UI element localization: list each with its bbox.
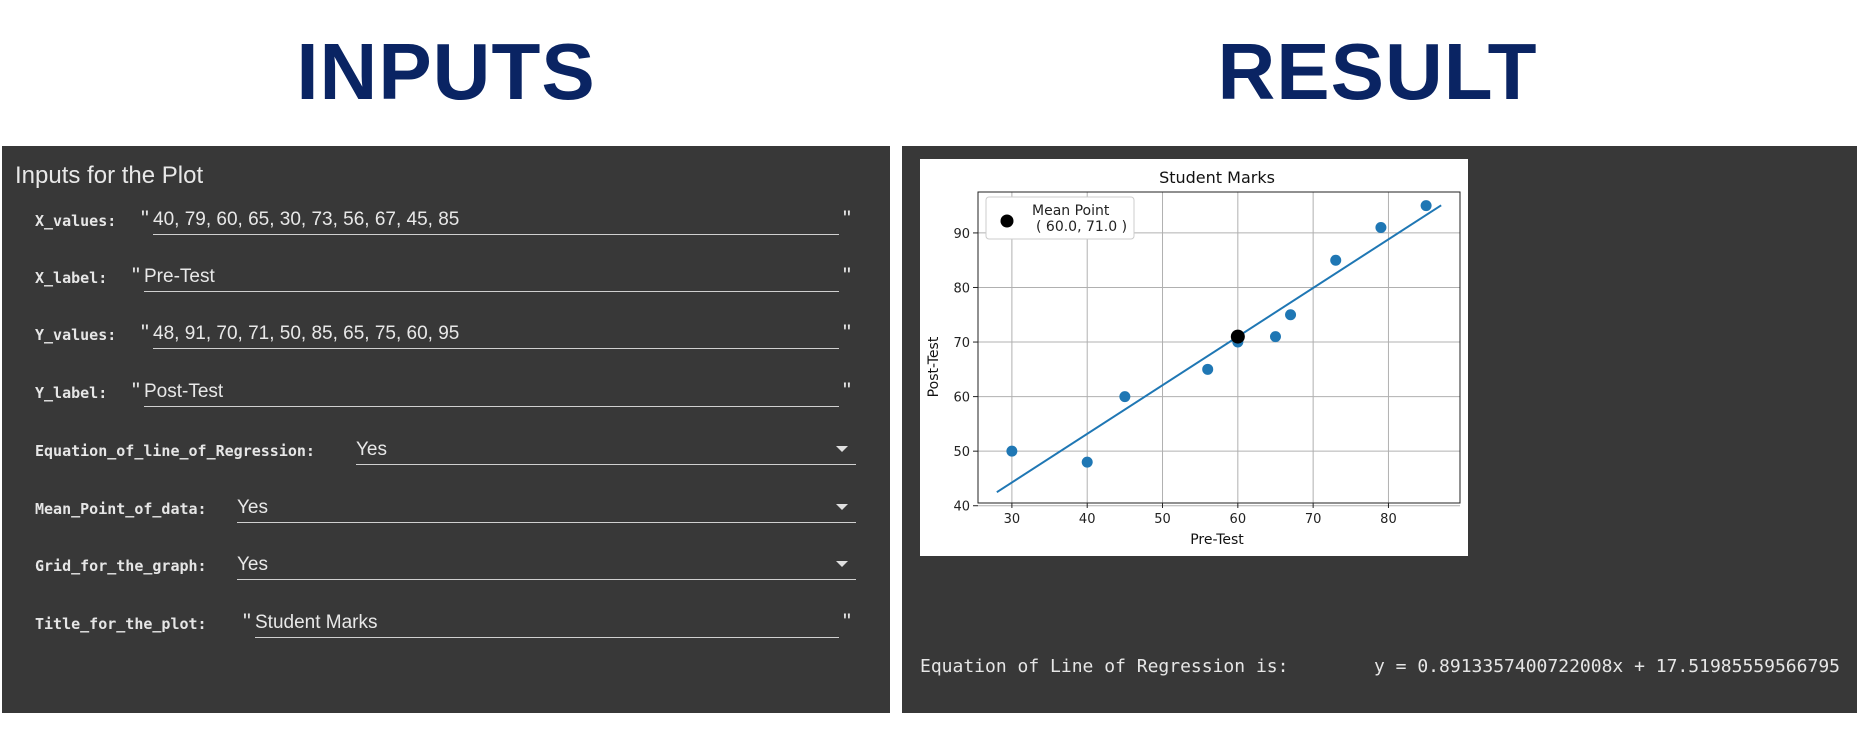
grid-select[interactable]: Yes [237, 551, 856, 580]
y-label-label: Y_label: [35, 384, 108, 402]
scatter-plot: 30 40 50 60 70 80 40 50 60 70 80 90 Mean Point ( 60… [926, 168, 1461, 548]
close-quote: " [843, 320, 851, 345]
y-tick-label: 40 [953, 500, 970, 515]
grid-row: Grid_for_the_graph: Yes [2, 549, 890, 589]
data-point [1202, 363, 1214, 375]
equation-label: Equation_of_line_of_Regression: [35, 442, 315, 460]
data-point [1375, 221, 1387, 233]
open-quote: " [132, 378, 140, 403]
y-tick-label: 70 [953, 336, 970, 351]
x-values-label: X_values: [35, 212, 117, 230]
close-quote: " [843, 263, 851, 288]
y-values-label: Y_values: [35, 326, 117, 344]
data-points [1006, 200, 1432, 468]
x-tick-label: 80 [1380, 512, 1397, 527]
axes-frame [977, 191, 1461, 504]
chevron-down-icon[interactable] [836, 446, 848, 452]
open-quote: " [132, 263, 140, 288]
title-label: Title_for_the_plot: [35, 615, 207, 633]
equation-prefix: Equation of Line of Regression is: [920, 656, 1289, 677]
x-tick-label: 30 [1004, 512, 1021, 527]
y-values-input[interactable]: 48, 91, 70, 71, 50, 85, 65, 75, 60, 95 [153, 320, 839, 349]
close-quote: " [843, 609, 851, 634]
mean-point-row: Mean_Point_of_data: Yes [2, 492, 890, 532]
data-point [1285, 309, 1297, 321]
y-tick-label: 50 [953, 445, 970, 460]
x-tick-label: 70 [1305, 512, 1322, 527]
data-point [1119, 391, 1131, 403]
open-quote: " [141, 206, 149, 231]
x-label-label: X_label: [35, 269, 108, 287]
y-tick-label: 60 [953, 391, 970, 406]
x-values-input[interactable]: 40, 79, 60, 65, 30, 73, 56, 67, 45, 85 [153, 206, 839, 235]
y-tick-label: 90 [953, 227, 970, 242]
legend-label-line2: ( 60.0, 71.0 ) [1036, 219, 1127, 235]
y-tick-label: 80 [953, 281, 970, 296]
title-input[interactable]: Student Marks [255, 609, 839, 638]
result-panel: 30 40 50 60 70 80 40 50 60 70 80 90 Mean Point ( 60… [902, 146, 1857, 713]
mean-point-select-value: Yes [237, 497, 268, 518]
chevron-down-icon[interactable] [836, 561, 848, 567]
inputs-heading: INPUTS [296, 27, 596, 116]
equation-select[interactable]: Yes [356, 436, 856, 465]
equation-value: y = 0.8913357400722008x + 17.51985559566… [1374, 656, 1840, 677]
chart-title: Student Marks [1159, 168, 1275, 187]
y-values-row: Y_values: " 48, 91, 70, 71, 50, 85, 65, … [2, 318, 890, 358]
mean-point-marker [1230, 329, 1245, 344]
close-quote: " [843, 378, 851, 403]
y-axis-label: Post-Test [926, 336, 942, 397]
data-point [1420, 200, 1432, 212]
x-label-row: X_label: " Pre-Test " [2, 261, 890, 301]
legend: Mean Point ( 60.0, 71.0 ) [985, 196, 1135, 240]
legend-label-line1: Mean Point [1032, 203, 1110, 219]
x-tick-label: 40 [1079, 512, 1096, 527]
open-quote: " [141, 320, 149, 345]
data-point [1330, 254, 1342, 266]
data-point [1269, 331, 1281, 343]
mean-point-select[interactable]: Yes [237, 494, 856, 523]
x-label-input[interactable]: Pre-Test [144, 263, 839, 292]
data-point [1006, 445, 1018, 457]
y-label-row: Y_label: " Post-Test " [2, 376, 890, 416]
y-label-input[interactable]: Post-Test [144, 378, 839, 407]
mean-point-label: Mean_Point_of_data: [35, 500, 207, 518]
x-tick-label: 60 [1230, 512, 1247, 527]
axis-ticks: 30 40 50 60 70 80 40 50 60 70 80 90 [953, 227, 1396, 527]
data-point [1081, 456, 1093, 468]
legend-box [985, 196, 1135, 240]
close-quote: " [843, 206, 851, 231]
regression-line [996, 204, 1442, 494]
open-quote: " [243, 609, 251, 634]
grid-select-value: Yes [237, 554, 268, 575]
title-row: Title_for_the_plot: " Student Marks " [2, 607, 890, 647]
plot-image: 30 40 50 60 70 80 40 50 60 70 80 90 Mean Point ( 60… [920, 159, 1468, 556]
equation-select-value: Yes [356, 439, 387, 460]
result-heading: RESULT [1217, 27, 1538, 116]
x-axis-label: Pre-Test [1190, 532, 1244, 548]
equation-row: Equation_of_line_of_Regression: Yes [2, 434, 890, 474]
legend-marker [1000, 214, 1014, 228]
inputs-panel: Inputs for the Plot X_values: " 40, 79, … [2, 146, 890, 713]
x-values-row: X_values: " 40, 79, 60, 65, 30, 73, 56, … [2, 204, 890, 244]
chevron-down-icon[interactable] [836, 504, 848, 510]
x-tick-label: 50 [1154, 512, 1171, 527]
grid-label: Grid_for_the_graph: [35, 557, 207, 575]
form-title: Inputs for the Plot [15, 162, 204, 189]
